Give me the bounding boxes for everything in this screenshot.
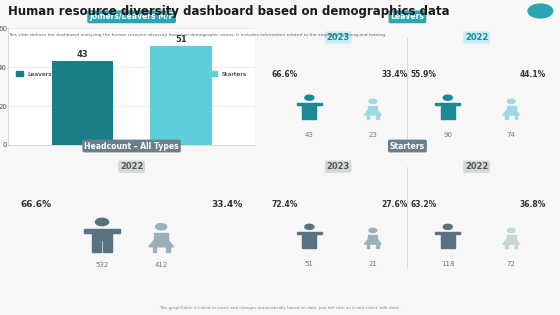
Polygon shape bbox=[84, 229, 92, 232]
Text: 118: 118 bbox=[441, 261, 455, 267]
Text: 2022: 2022 bbox=[120, 162, 143, 171]
Polygon shape bbox=[367, 244, 370, 248]
Polygon shape bbox=[310, 110, 316, 119]
Polygon shape bbox=[503, 110, 520, 115]
Text: 43: 43 bbox=[77, 50, 88, 59]
Text: 2023: 2023 bbox=[326, 33, 350, 42]
Text: 66.6%: 66.6% bbox=[272, 71, 298, 79]
Polygon shape bbox=[365, 110, 381, 115]
Polygon shape bbox=[376, 244, 379, 248]
Circle shape bbox=[369, 99, 376, 103]
Polygon shape bbox=[435, 102, 441, 105]
Text: 90: 90 bbox=[444, 132, 452, 138]
Circle shape bbox=[305, 95, 314, 100]
Text: 51: 51 bbox=[175, 35, 186, 43]
Circle shape bbox=[369, 228, 376, 232]
Polygon shape bbox=[152, 247, 156, 252]
Polygon shape bbox=[316, 102, 322, 105]
Polygon shape bbox=[448, 239, 455, 248]
Polygon shape bbox=[455, 102, 460, 105]
Text: 74: 74 bbox=[507, 132, 516, 138]
Polygon shape bbox=[368, 106, 377, 110]
Text: 72.4%: 72.4% bbox=[272, 200, 298, 209]
Polygon shape bbox=[441, 103, 455, 110]
Circle shape bbox=[156, 224, 167, 230]
Text: 2022: 2022 bbox=[465, 162, 488, 171]
Polygon shape bbox=[166, 247, 170, 252]
Text: 33.4%: 33.4% bbox=[211, 200, 242, 209]
Polygon shape bbox=[302, 232, 316, 239]
Text: Starters: Starters bbox=[390, 141, 425, 151]
Polygon shape bbox=[302, 103, 316, 110]
Circle shape bbox=[444, 95, 452, 100]
Text: This graph/table is linked to excel, and changes automatically based on data. Ju: This graph/table is linked to excel, and… bbox=[159, 306, 401, 310]
Text: 43: 43 bbox=[305, 132, 314, 138]
Text: 23: 23 bbox=[368, 132, 377, 138]
Polygon shape bbox=[435, 232, 441, 234]
Polygon shape bbox=[92, 240, 101, 252]
Text: 33.4%: 33.4% bbox=[381, 71, 407, 79]
Polygon shape bbox=[376, 115, 379, 119]
Legend: Starters: Starters bbox=[208, 69, 249, 79]
Text: Human resource diversity dashboard based on demographics data: Human resource diversity dashboard based… bbox=[8, 5, 450, 18]
Circle shape bbox=[305, 224, 314, 229]
Polygon shape bbox=[505, 115, 508, 119]
Text: 412: 412 bbox=[155, 262, 168, 268]
Text: 36.8%: 36.8% bbox=[520, 200, 546, 209]
Text: Leavers: Leavers bbox=[390, 12, 424, 21]
Text: 51: 51 bbox=[305, 261, 314, 267]
Polygon shape bbox=[316, 232, 322, 234]
Polygon shape bbox=[368, 235, 377, 239]
Polygon shape bbox=[515, 244, 517, 248]
Polygon shape bbox=[149, 240, 174, 247]
Text: 66.6%: 66.6% bbox=[21, 200, 52, 209]
Text: 532: 532 bbox=[95, 262, 109, 268]
Text: 72: 72 bbox=[507, 261, 516, 267]
Text: 44.1%: 44.1% bbox=[520, 71, 546, 79]
Circle shape bbox=[507, 99, 515, 103]
Text: Joiners/Leavers M/F: Joiners/Leavers M/F bbox=[89, 12, 174, 21]
Polygon shape bbox=[297, 102, 302, 105]
Polygon shape bbox=[310, 239, 316, 248]
Polygon shape bbox=[297, 232, 302, 234]
Polygon shape bbox=[92, 229, 112, 240]
Text: 2023: 2023 bbox=[326, 162, 350, 171]
Text: Headcount – All Types: Headcount – All Types bbox=[85, 141, 179, 151]
Polygon shape bbox=[448, 110, 455, 119]
Text: 21: 21 bbox=[368, 261, 377, 267]
Polygon shape bbox=[302, 239, 309, 248]
Circle shape bbox=[95, 218, 109, 226]
Polygon shape bbox=[503, 239, 520, 244]
Polygon shape bbox=[365, 239, 381, 244]
Polygon shape bbox=[505, 244, 508, 248]
Bar bbox=[52, 61, 113, 145]
Text: 55.9%: 55.9% bbox=[410, 71, 436, 79]
Circle shape bbox=[507, 228, 515, 232]
Polygon shape bbox=[507, 235, 516, 239]
Polygon shape bbox=[112, 229, 120, 232]
Polygon shape bbox=[507, 106, 516, 110]
Text: 27.6%: 27.6% bbox=[381, 200, 407, 209]
Polygon shape bbox=[441, 239, 447, 248]
Polygon shape bbox=[103, 240, 112, 252]
Polygon shape bbox=[155, 233, 168, 240]
Polygon shape bbox=[515, 115, 517, 119]
Text: 63.2%: 63.2% bbox=[410, 200, 437, 209]
Bar bbox=[150, 46, 212, 145]
Text: This slide defines the dashboard analyzing the human resource diversity based on: This slide defines the dashboard analyzi… bbox=[8, 33, 387, 37]
Polygon shape bbox=[367, 115, 370, 119]
Text: 2022: 2022 bbox=[465, 33, 488, 42]
Circle shape bbox=[444, 224, 452, 229]
Circle shape bbox=[528, 4, 553, 18]
Polygon shape bbox=[455, 232, 460, 234]
Polygon shape bbox=[441, 110, 447, 119]
Polygon shape bbox=[302, 110, 309, 119]
Polygon shape bbox=[441, 232, 455, 239]
